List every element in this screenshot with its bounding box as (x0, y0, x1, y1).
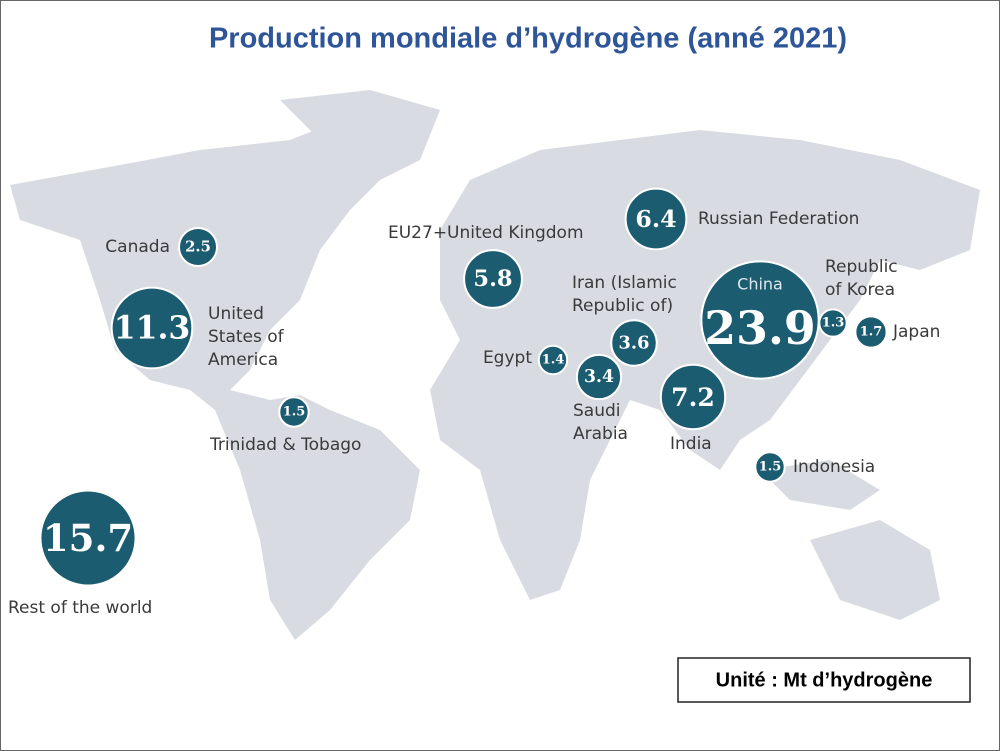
value-label: 5.8 (473, 266, 512, 292)
region-label: Republic of) (572, 296, 673, 316)
region-label: Rest of the world (8, 598, 152, 618)
value-label: 1.5 (759, 460, 782, 475)
unit-box (677, 657, 971, 703)
bubble (463, 249, 523, 309)
value-label: 23.9 (704, 301, 815, 355)
region-label: Canada (105, 237, 170, 257)
region-label: United (208, 304, 264, 324)
value-label: 7.2 (671, 382, 715, 412)
value-label: 3.4 (584, 367, 614, 387)
value-label: 11.3 (114, 310, 191, 347)
region-label: States of (208, 327, 285, 347)
bubble (278, 396, 310, 428)
value-label: 1.4 (542, 353, 565, 368)
region-label: India (670, 434, 712, 454)
region-label: America (208, 350, 278, 370)
value-label: 3.6 (619, 333, 650, 354)
region-label: Indonesia (793, 457, 875, 477)
region-label: Japan (892, 322, 940, 342)
region-label: Trinidad & Tobago (209, 435, 361, 455)
bubble (659, 363, 727, 431)
bubble (537, 344, 569, 376)
unit-note: Unité : Mt d’hydrogène (716, 669, 933, 691)
region-label: EU27+United Kingdom (388, 223, 584, 243)
bubble (754, 451, 786, 483)
bubble (854, 315, 888, 349)
value-label: 15.7 (43, 516, 133, 560)
value-label: 1.3 (822, 316, 845, 331)
bubble (610, 319, 658, 367)
region-label: Arabia (573, 424, 628, 444)
region-label: Saudi (573, 401, 621, 421)
bubble (110, 286, 194, 370)
world-map (10, 90, 980, 640)
value-label: 1.7 (860, 325, 883, 340)
region-label: Egypt (483, 348, 532, 368)
region-label: Russian Federation (698, 209, 859, 229)
region-label: Iran (Islamic (572, 273, 677, 293)
region-label: Republic (825, 257, 898, 277)
title: Production mondiale d’hydrogène (anné 20… (209, 23, 847, 55)
region-label: of Korea (825, 280, 895, 300)
value-label: 6.4 (635, 205, 676, 233)
region-label: China (737, 275, 783, 294)
bubble (818, 308, 848, 338)
bubble (178, 227, 218, 267)
bubble (39, 489, 137, 587)
value-label: 1.5 (283, 405, 306, 420)
bubble (575, 353, 623, 401)
bubble (624, 187, 688, 251)
value-label: 2.5 (185, 239, 211, 256)
